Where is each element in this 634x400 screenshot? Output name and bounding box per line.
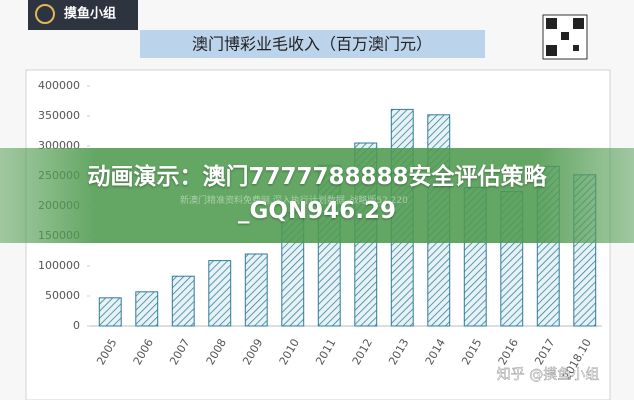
logo-text: 摸鱼小组 xyxy=(64,6,116,22)
bar xyxy=(171,275,195,327)
logo-icon xyxy=(35,4,55,24)
bar xyxy=(98,297,122,327)
y-tick-label: 100000 xyxy=(38,259,80,272)
qr-code xyxy=(542,14,588,60)
y-tick-label: 400000 xyxy=(38,79,80,92)
chart-title: 澳门博彩业毛收入（百万澳门元） xyxy=(192,35,432,54)
y-tick-label: 50000 xyxy=(45,289,80,302)
bar xyxy=(244,253,268,327)
bar xyxy=(135,291,159,327)
watermark: 知乎 @摸鱼小组 xyxy=(497,366,599,383)
overlay-band xyxy=(0,148,634,243)
overlay-headline: 动画演示：澳门7777788888安全评估策略_GQN946.29 xyxy=(87,164,547,224)
y-tick-label: 0 xyxy=(73,319,80,332)
y-tick-label: 350000 xyxy=(38,109,80,122)
title-box xyxy=(140,30,485,58)
bar xyxy=(208,260,232,327)
overlay-subtext: 新澳门精准资料免费网,深入执行计划数据_战略版52.220 xyxy=(180,196,408,206)
